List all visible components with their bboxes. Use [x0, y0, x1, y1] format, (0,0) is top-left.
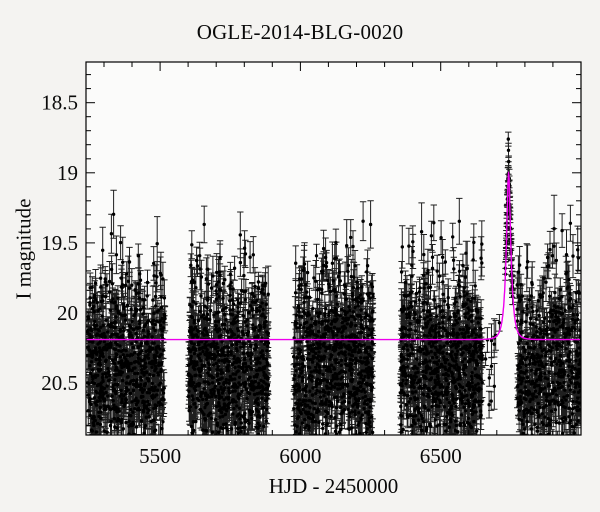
y-tick-label: 19.5	[41, 231, 78, 255]
data-points	[86, 137, 581, 435]
y-tick-label: 20	[57, 301, 78, 325]
tick-labels: 5500 6000 6500 18.5 19 19.5 20 20.5	[41, 91, 461, 468]
axis-ticks	[86, 62, 581, 435]
model-light-curve	[86, 170, 580, 341]
y-tick-label: 19	[57, 161, 78, 185]
plot-frame	[85, 61, 582, 436]
chart-title: OGLE-2014-BLG-0020	[196, 20, 404, 44]
y-tick-label: 18.5	[41, 91, 78, 115]
y-tick-label: 20.5	[41, 371, 78, 395]
x-tick-label: 6500	[420, 444, 462, 468]
x-tick-label: 5500	[139, 444, 181, 468]
x-tick-label: 6000	[279, 444, 321, 468]
x-axis-label: HJD - 2450000	[268, 474, 399, 498]
